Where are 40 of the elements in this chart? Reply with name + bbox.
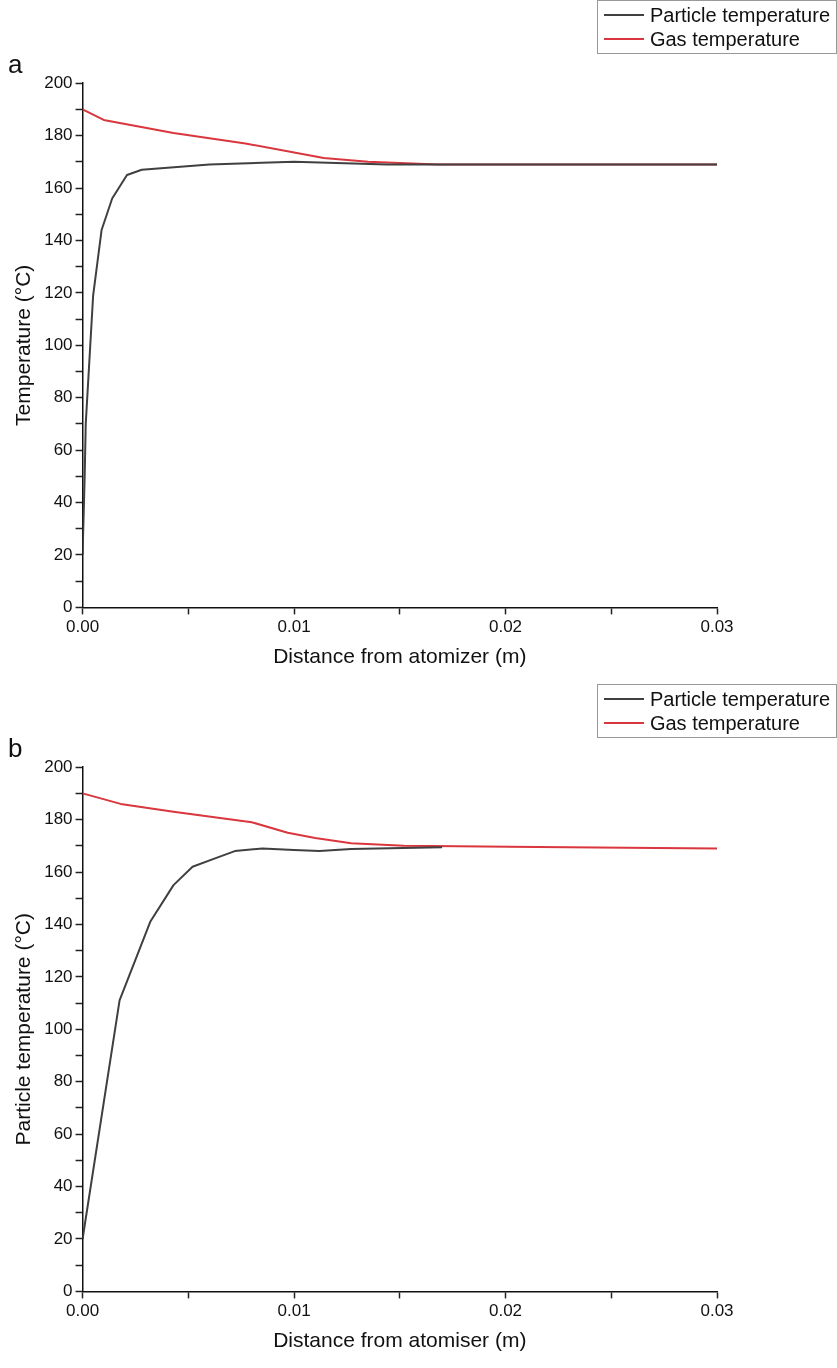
y-tick-label: 120 — [44, 282, 73, 302]
x-axis-title: Distance from atomiser (m) — [273, 1328, 527, 1352]
x-axis-title: Distance from atomizer (m) — [273, 644, 527, 668]
y-tick-label: 60 — [53, 1123, 73, 1143]
y-tick-label: 40 — [53, 492, 73, 512]
y-tick-label: 120 — [44, 966, 73, 986]
y-tick-label: 80 — [53, 1071, 73, 1091]
y-tick-label: 100 — [44, 334, 73, 354]
y-tick-label: 140 — [44, 914, 73, 934]
x-tick-label: 0.02 — [488, 1301, 523, 1321]
x-tick-label: 0.03 — [700, 1301, 734, 1321]
y-tick-label: 100 — [44, 1018, 73, 1038]
y-tick-label: 200 — [44, 756, 73, 776]
y-tick-label: 180 — [44, 809, 73, 829]
y-tick-label: 60 — [53, 439, 73, 459]
y-tick-label: 0 — [63, 1281, 73, 1301]
y-tick-label: 80 — [53, 387, 73, 407]
y-axis-title: Particle temperature (°C) — [11, 913, 35, 1146]
y-tick-label: 160 — [44, 861, 73, 881]
x-tick-label: 0.01 — [277, 617, 311, 637]
x-tick-label: 0.02 — [488, 617, 523, 637]
y-tick-label: 0 — [63, 597, 73, 617]
x-tick-label: 0.03 — [700, 617, 734, 637]
legend-label: Particle temperature — [649, 687, 830, 711]
x-tick-label: 0.00 — [66, 617, 100, 637]
y-tick-label: 180 — [44, 125, 73, 145]
y-tick-label: 200 — [44, 72, 73, 92]
chart-title: b — [8, 732, 23, 763]
y-tick-label: 160 — [44, 177, 73, 197]
x-tick-label: 0.01 — [277, 1301, 311, 1321]
y-tick-label: 20 — [53, 1228, 73, 1248]
chart-title: a — [8, 48, 23, 79]
y-tick-label: 40 — [53, 1176, 73, 1196]
legend-label: Particle temperature — [649, 3, 830, 27]
y-axis-title: Temperature (°C) — [11, 264, 35, 426]
y-tick-label: 140 — [44, 230, 73, 250]
legend-label: Gas temperature — [649, 711, 800, 735]
y-tick-label: 20 — [53, 544, 73, 564]
legend-label: Gas temperature — [649, 27, 800, 51]
x-tick-label: 0.00 — [66, 1301, 100, 1321]
